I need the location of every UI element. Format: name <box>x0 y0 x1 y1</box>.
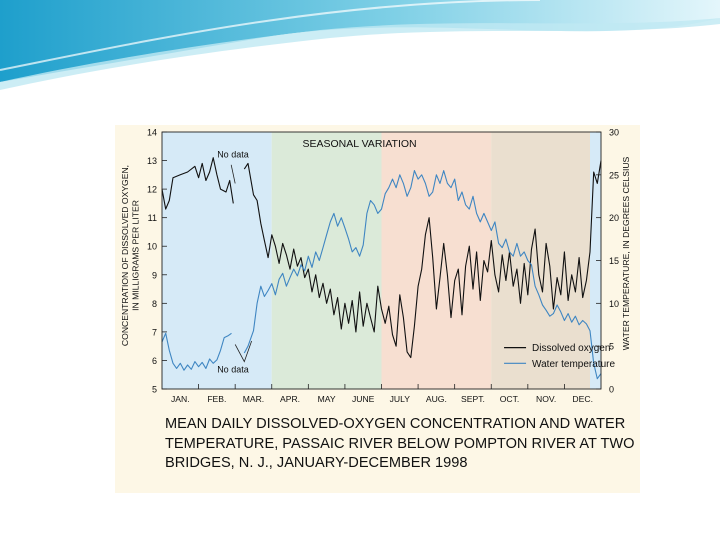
season-band-4 <box>590 132 601 389</box>
left-axis-label-line: IN MILLIGRAMS PER LITER <box>131 200 141 311</box>
left-axis-tick-label: 5 <box>152 385 157 395</box>
left-axis-label-line: CONCENTRATION OF DISSOLVED OXYGEN, <box>120 165 130 346</box>
month-label: DEC. <box>572 394 593 404</box>
season-band-3 <box>491 132 591 389</box>
no-data-pointer-temperature <box>234 340 253 363</box>
dissolved-oxygen-line-segment-0 <box>161 157 234 210</box>
left-axis-tick-label: 12 <box>147 185 157 195</box>
slide-header-decoration <box>0 0 720 90</box>
dissolved-oxygen-temperature-chart: 5 6 7 8 9 10 11 12 13 14 0 5 10 15 20 25 30 JAN. FEB. MAR. A… <box>120 128 631 405</box>
chart-title: SEASONAL VARIATION <box>302 138 416 150</box>
left-axis-tick-label: 13 <box>147 156 157 166</box>
month-label: FEB. <box>207 394 226 404</box>
season-band-0 <box>162 132 272 389</box>
left-axis-tick-label: 11 <box>148 213 157 223</box>
header-wave-light <box>0 18 720 90</box>
right-axis-tick-label: 25 <box>609 170 619 180</box>
month-label: JUNE <box>352 394 375 404</box>
header-wave-line <box>0 0 541 71</box>
right-axis-label-line: WATER TEMPERATURE, IN DEGREES CELSIUS <box>621 156 631 350</box>
month-label: MAY <box>318 394 336 404</box>
month-label: SEPT. <box>461 394 485 404</box>
left-axis-tick-label: 8 <box>152 299 157 309</box>
left-axis-label: CONCENTRATION OF DISSOLVED OXYGEN, IN MIL… <box>120 165 141 346</box>
month-label: AUG. <box>426 394 447 404</box>
month-label: OCT. <box>500 394 520 404</box>
month-label: MAR. <box>243 394 264 404</box>
right-axis-tick-label: 15 <box>609 256 619 266</box>
legend-label: Dissolved oxygen <box>532 343 610 354</box>
no-data-pointer-oxygen <box>230 164 236 184</box>
month-label: JULY <box>390 394 411 404</box>
right-axis-tick-label: 30 <box>609 128 619 138</box>
month-label: NOV. <box>536 394 556 404</box>
left-axis-tick-label: 9 <box>152 270 157 280</box>
water-temperature-line-segment-1 <box>243 170 602 380</box>
no-data-annotation-oxygen: No data <box>217 150 249 160</box>
legend-label: Water temperature <box>532 359 615 370</box>
right-axis-tick-label: 20 <box>609 213 619 223</box>
right-axis-tick-label: 10 <box>609 299 619 309</box>
right-axis-tick-label: 5 <box>609 342 614 352</box>
figure-panel: 5 6 7 8 9 10 11 12 13 14 0 5 10 15 20 25 30 JAN. FEB. MAR. A… <box>115 125 640 493</box>
left-axis-tick-label: 10 <box>147 242 157 252</box>
right-axis-tick-label: 0 <box>609 385 614 395</box>
no-data-annotation-temperature: No data <box>217 365 249 375</box>
month-label: JAN. <box>171 394 190 404</box>
figure-caption: MEAN DAILY DISSOLVED-OXYGEN CONCENTRATIO… <box>165 416 635 471</box>
dissolved-oxygen-line-segment-1 <box>243 160 602 359</box>
left-axis-tick-label: 14 <box>147 128 157 138</box>
left-axis-tick-label: 7 <box>152 327 157 337</box>
season-band-2 <box>381 132 492 389</box>
month-label: APR. <box>280 394 300 404</box>
water-temperature-line-segment-0 <box>161 332 232 371</box>
header-wave-main <box>0 0 720 82</box>
season-band-1 <box>271 132 382 389</box>
right-axis-label: WATER TEMPERATURE, IN DEGREES CELSIUS <box>621 156 631 350</box>
left-axis-tick-label: 6 <box>152 356 157 366</box>
